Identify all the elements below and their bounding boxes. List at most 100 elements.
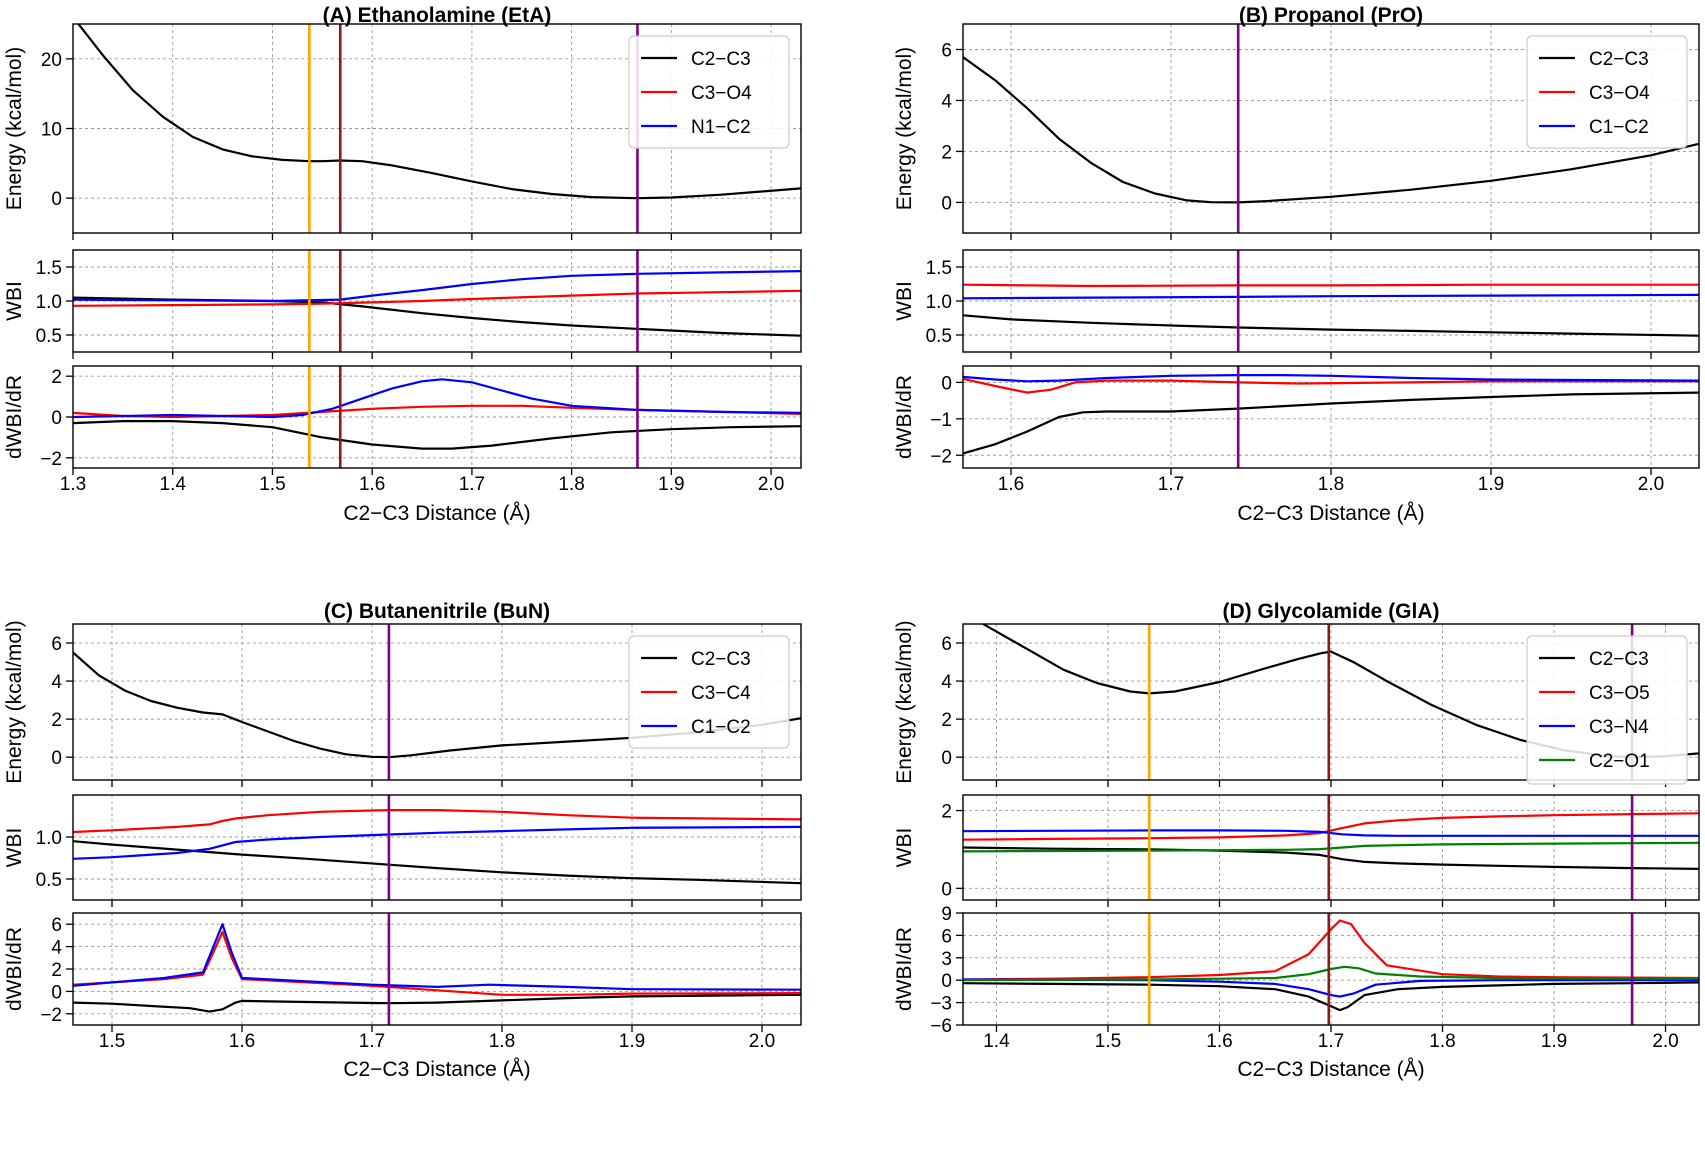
y-tick-label: −3 <box>930 994 952 1015</box>
subplot-frame <box>962 249 1700 353</box>
series-line <box>73 930 801 996</box>
y-tick-label: −6 <box>930 1016 952 1037</box>
x-tick-label: 2.0 <box>1638 474 1664 495</box>
legend-label: C3−O4 <box>691 83 752 104</box>
legend-label: C2−C3 <box>691 49 751 70</box>
series-line <box>963 841 1699 853</box>
y-tick-label: 0 <box>941 193 952 214</box>
x-tick-label: 2.0 <box>1652 1031 1678 1052</box>
y-tick-label: 2 <box>941 710 952 731</box>
y-axis-label: WBI <box>3 281 26 321</box>
subplot-frame <box>72 365 802 469</box>
subplot-2: 0.5 1.0 1.5 WBI <box>3 249 802 359</box>
series-line <box>73 289 801 307</box>
y-axis-label: Energy (kcal/mol) <box>893 620 916 783</box>
series-group <box>73 378 801 450</box>
series-line <box>77 24 801 200</box>
panel-title: (A) Ethanolamine (EtA) <box>323 4 552 27</box>
series-line <box>963 374 1699 383</box>
subplot-3: −2 0 2 1.3 1.4 1.5 1.6 1.7 1.8 1.9 2.0 dWBI/dR <box>3 365 802 495</box>
x-tick-label: 1.6 <box>229 1031 255 1052</box>
y-tick-label: 1.0 <box>926 292 952 313</box>
y-tick-label: 4 <box>941 91 952 112</box>
y-tick-label: 2 <box>51 367 62 388</box>
series-line <box>73 420 801 450</box>
subplot-2: 0.5 1.0 1.5 WBI <box>893 249 1700 359</box>
y-axis-label: WBI <box>3 828 26 868</box>
series-line <box>73 296 801 337</box>
y-tick-label: 0 <box>941 748 952 769</box>
series-line <box>963 391 1699 455</box>
legend-box <box>1526 635 1688 785</box>
y-tick-label: −1 <box>930 410 952 431</box>
y-tick-label: 6 <box>51 915 62 936</box>
series-line <box>963 919 1699 981</box>
legend-label: C2−C3 <box>1589 649 1649 670</box>
x-tick-label: 1.7 <box>359 1031 385 1052</box>
legend-box <box>628 635 790 749</box>
y-tick-label: 9 <box>941 904 952 925</box>
y-tick-label: 0 <box>51 982 62 1003</box>
subplot-3: −2 −1 0 1.6 1.7 1.8 1.9 2.0 dWBI/dR <box>893 365 1700 495</box>
x-tick-label: 1.8 <box>489 1031 515 1052</box>
subplot-frame <box>72 912 802 1026</box>
x-tick-label: 1.7 <box>1158 474 1184 495</box>
series-line <box>963 283 1699 288</box>
panel-title: (C) Butanenitrile (BuN) <box>324 600 550 623</box>
chart-panel-4: (D) Glycolamide (GlA) 0 2 4 6 Energy (kcal/mo… <box>893 600 1700 1081</box>
legend-label: C1−C2 <box>691 717 751 738</box>
x-tick-label: 1.9 <box>619 1031 645 1052</box>
legend-box <box>1526 35 1688 149</box>
series-line <box>73 651 801 759</box>
series-line <box>73 270 801 303</box>
subplot-frame <box>72 249 802 353</box>
y-tick-label: 0 <box>51 408 62 429</box>
y-axis-label: dWBI/dR <box>893 375 916 459</box>
y-tick-label: 2 <box>941 802 952 823</box>
y-axis-label: dWBI/dR <box>3 927 26 1011</box>
subplot-2: 0.5 1.0 WBI <box>3 794 802 907</box>
series-line <box>963 812 1699 841</box>
y-tick-label: 0 <box>51 189 62 210</box>
y-axis-label: dWBI/dR <box>893 927 916 1011</box>
x-axis-label: C2−C3 Distance (Å) <box>343 1058 530 1081</box>
legend: C2−C3 C3−O5 C3−N4 C2−O1 <box>1526 635 1688 785</box>
y-tick-label: 3 <box>941 949 952 970</box>
subplot-frame <box>962 912 1700 1026</box>
x-tick-label: 2.0 <box>749 1031 775 1052</box>
series-line <box>963 377 1699 394</box>
y-tick-label: 4 <box>941 672 952 693</box>
legend-label: C2−C3 <box>691 649 751 670</box>
legend-label: C3−O4 <box>1589 83 1650 104</box>
series-group <box>963 56 1699 204</box>
y-tick-label: 6 <box>941 40 952 61</box>
legend-label: C3−N4 <box>1589 717 1649 738</box>
legend-label: C3−O5 <box>1589 683 1650 704</box>
y-tick-label: 1.5 <box>926 258 952 279</box>
series-group <box>73 651 801 759</box>
series-line <box>963 965 1699 982</box>
y-tick-label: 0 <box>941 879 952 900</box>
x-tick-label: 1.8 <box>1318 474 1344 495</box>
subplot-frame <box>72 23 802 234</box>
legend-label: C2−O1 <box>1589 751 1650 772</box>
y-tick-label: 0.5 <box>36 326 62 347</box>
legend-label: C2−C3 <box>1589 49 1649 70</box>
y-tick-label: 1.5 <box>36 258 62 279</box>
x-tick-label: 1.6 <box>359 474 385 495</box>
y-tick-label: 1.0 <box>36 292 62 313</box>
series-group <box>963 812 1699 870</box>
series-line <box>73 993 801 1013</box>
y-axis-label: Energy (kcal/mol) <box>893 47 916 210</box>
y-tick-label: 2 <box>51 960 62 981</box>
legend-label: N1−C2 <box>691 117 751 138</box>
x-axis-label: C2−C3 Distance (Å) <box>343 502 530 525</box>
y-tick-label: 4 <box>51 938 62 959</box>
legend-label: C3−C4 <box>691 683 751 704</box>
series-line <box>73 840 801 885</box>
series-group <box>963 919 1699 1012</box>
y-tick-label: 1.0 <box>36 828 62 849</box>
y-tick-label: 10 <box>41 120 62 141</box>
x-tick-label: 1.4 <box>983 1031 1010 1052</box>
